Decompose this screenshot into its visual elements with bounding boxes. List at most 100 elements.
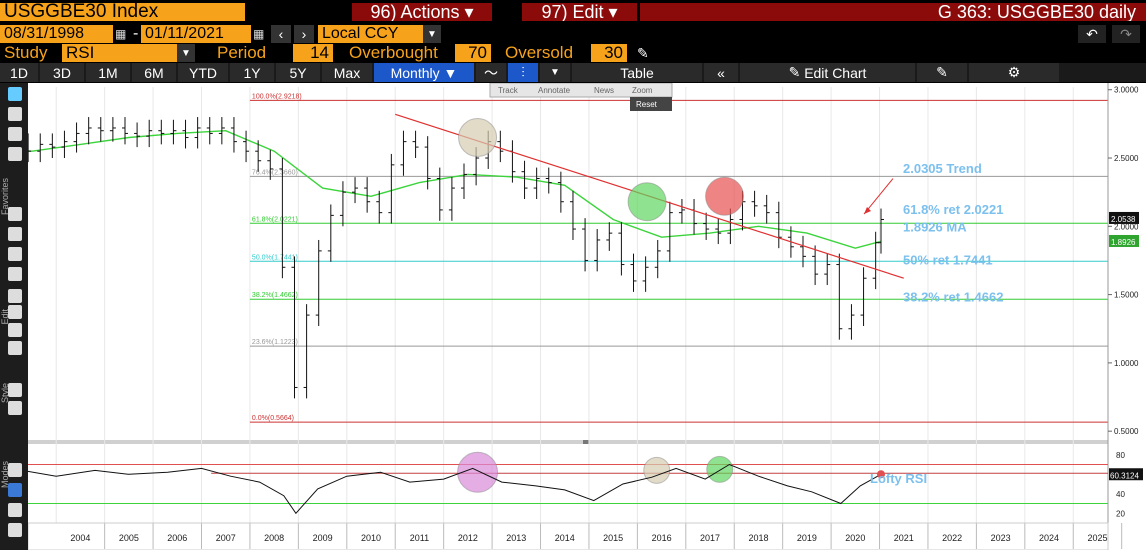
oversold-input[interactable]: 30 bbox=[591, 44, 627, 62]
rsi-annotation: Lofty RSI bbox=[870, 471, 927, 486]
currency-dropdown-icon[interactable]: ▼ bbox=[423, 25, 441, 43]
bar-chart-icon[interactable]: ⫶ bbox=[508, 63, 538, 82]
cursor-icon[interactable] bbox=[8, 87, 22, 101]
actions-menu[interactable]: 96) Actions ▾ bbox=[352, 3, 492, 21]
start-calendar-icon[interactable]: ▦ bbox=[115, 27, 127, 41]
annotation-arrow bbox=[863, 178, 894, 215]
currency-select[interactable]: Local CCY bbox=[318, 25, 423, 43]
settings-gear-icon[interactable] bbox=[8, 523, 22, 537]
range-button-6m[interactable]: 6M bbox=[132, 63, 176, 82]
range-button-1m[interactable]: 1M bbox=[86, 63, 130, 82]
last-price-box bbox=[1109, 211, 1139, 224]
period-input[interactable]: 14 bbox=[293, 44, 333, 62]
start-date-input[interactable]: 08/31/1998 bbox=[0, 25, 113, 43]
prev-period-button[interactable]: ‹ bbox=[271, 25, 291, 43]
mode-icon-3[interactable] bbox=[8, 503, 22, 517]
end-calendar-icon[interactable]: ▦ bbox=[253, 27, 265, 41]
last-price-label: 2.0538 bbox=[1111, 215, 1136, 224]
mode-icon-2[interactable] bbox=[8, 483, 22, 497]
range-button-1d[interactable]: 1D bbox=[0, 63, 38, 82]
collapse-icon[interactable]: « bbox=[704, 63, 738, 82]
chart-annotation: 1.8926 MA bbox=[903, 220, 967, 235]
retracement-icon[interactable] bbox=[8, 207, 22, 221]
reset-label: Reset bbox=[636, 100, 658, 109]
price-bars bbox=[28, 117, 884, 399]
range-button-ytd[interactable]: YTD bbox=[178, 63, 228, 82]
highlight-circle bbox=[458, 118, 498, 158]
annotate-tool[interactable]: Annotate bbox=[538, 86, 571, 95]
period-label: Period bbox=[217, 44, 267, 62]
select-tool-icon[interactable] bbox=[8, 289, 22, 303]
year-tick-label: 2023 bbox=[991, 533, 1011, 543]
draw-line-icon[interactable] bbox=[8, 107, 22, 121]
rsi-highlight-circle bbox=[457, 451, 499, 493]
move-tool-icon[interactable] bbox=[8, 305, 22, 319]
zoom-tool[interactable]: Zoom bbox=[632, 86, 653, 95]
range-button-3d[interactable]: 3D bbox=[40, 63, 84, 82]
rsi-last-point bbox=[876, 470, 885, 479]
pen-icon[interactable]: ✎ bbox=[637, 44, 649, 61]
edit-menu[interactable]: 97) Edit ▾ bbox=[522, 3, 637, 21]
range-button-5y[interactable]: 5Y bbox=[276, 63, 320, 82]
year-tick-label: 2015 bbox=[603, 533, 623, 543]
fib-retracement: 100.0%(2.9218) 76.4%(2.3660) 61.8%(2.0221)… bbox=[249, 93, 1108, 423]
header-bar: USGGBE30 Index 96) Actions ▾ 97) Edit ▾ … bbox=[0, 3, 1146, 21]
year-tick-label: 2014 bbox=[555, 533, 575, 543]
year-tick-label: 2025 bbox=[1087, 533, 1107, 543]
chart-settings-icon[interactable]: ✎ bbox=[917, 63, 967, 82]
next-period-button[interactable]: › bbox=[294, 25, 314, 43]
line-chart-icon[interactable]: 〜 bbox=[476, 63, 506, 82]
fib-tool-icon[interactable] bbox=[8, 127, 22, 141]
mode-icon-1[interactable] bbox=[8, 463, 22, 477]
rsi-value-box bbox=[1109, 468, 1143, 481]
oversold-label: Oversold bbox=[505, 44, 574, 62]
chart-area[interactable]: 100.0%(2.9218) 76.4%(2.3660) 61.8%(2.0221)… bbox=[28, 83, 1146, 550]
chart-type-dropdown-icon[interactable]: ▼ bbox=[540, 63, 570, 82]
range-button-1y[interactable]: 1Y bbox=[230, 63, 274, 82]
chart-background bbox=[28, 83, 1146, 550]
grid bbox=[28, 87, 1146, 523]
trash-icon[interactable] bbox=[8, 341, 22, 355]
reset-button[interactable] bbox=[630, 97, 672, 111]
gear-icon[interactable]: ⚙ bbox=[969, 63, 1059, 82]
year-tick-label: 2019 bbox=[797, 533, 817, 543]
year-tick-label: 2007 bbox=[216, 533, 236, 543]
year-tick-label: 2024 bbox=[1039, 533, 1059, 543]
dollar-tool-icon[interactable] bbox=[8, 147, 22, 161]
overbought-input[interactable]: 70 bbox=[455, 44, 491, 62]
year-tick-label: 2012 bbox=[458, 533, 478, 543]
edit-chart-button[interactable]: ✎ Edit Chart bbox=[740, 63, 915, 82]
end-date-input[interactable]: 01/11/2021 bbox=[141, 25, 251, 43]
study-select[interactable]: RSI bbox=[62, 44, 177, 62]
redo-icon[interactable]: ↷ bbox=[1112, 25, 1140, 43]
rsi-highlight-circle bbox=[643, 456, 671, 484]
horizontal-line-icon[interactable] bbox=[8, 247, 22, 261]
ticker-field[interactable]: USGGBE30 Index bbox=[0, 3, 245, 21]
undo-icon[interactable]: ↶ bbox=[1078, 25, 1106, 43]
scissors-icon[interactable] bbox=[8, 323, 22, 337]
highlight-circle bbox=[705, 176, 745, 216]
news-tool[interactable]: News bbox=[594, 86, 614, 95]
chart-annotation: 2.0305 Trend bbox=[903, 161, 982, 176]
chart-popup-menu: Track Annotate News Zoom Reset bbox=[489, 83, 673, 111]
arrow-tool-icon[interactable] bbox=[8, 227, 22, 241]
rsi-axis-bg bbox=[1108, 445, 1146, 523]
track-tool[interactable]: Track bbox=[498, 86, 519, 95]
rsi-tick-label: 20 bbox=[1116, 509, 1125, 518]
frequency-select[interactable]: Monthly ▼ bbox=[374, 63, 474, 82]
year-tick-label: 2017 bbox=[700, 533, 720, 543]
table-button[interactable]: Table bbox=[572, 63, 702, 82]
rsi-highlight-circle bbox=[706, 455, 734, 483]
fill-color-icon[interactable] bbox=[8, 383, 22, 397]
left-toolbar: Favorites Edit Style Modes bbox=[0, 83, 28, 550]
line-style-icon[interactable] bbox=[8, 401, 22, 415]
range-button-max[interactable]: Max bbox=[322, 63, 372, 82]
fib-level-label: 61.8%(2.0221) bbox=[252, 216, 298, 223]
year-tick-label: 2006 bbox=[167, 533, 187, 543]
study-dropdown-icon[interactable]: ▼ bbox=[177, 44, 195, 62]
channel-tool-icon[interactable] bbox=[8, 267, 22, 281]
chart-annotation: 61.8% ret 2.0221 bbox=[903, 202, 1003, 217]
date-separator: - bbox=[133, 25, 139, 42]
highlight-circles bbox=[458, 118, 745, 222]
ma-value-label: 1.8926 bbox=[1111, 238, 1136, 247]
